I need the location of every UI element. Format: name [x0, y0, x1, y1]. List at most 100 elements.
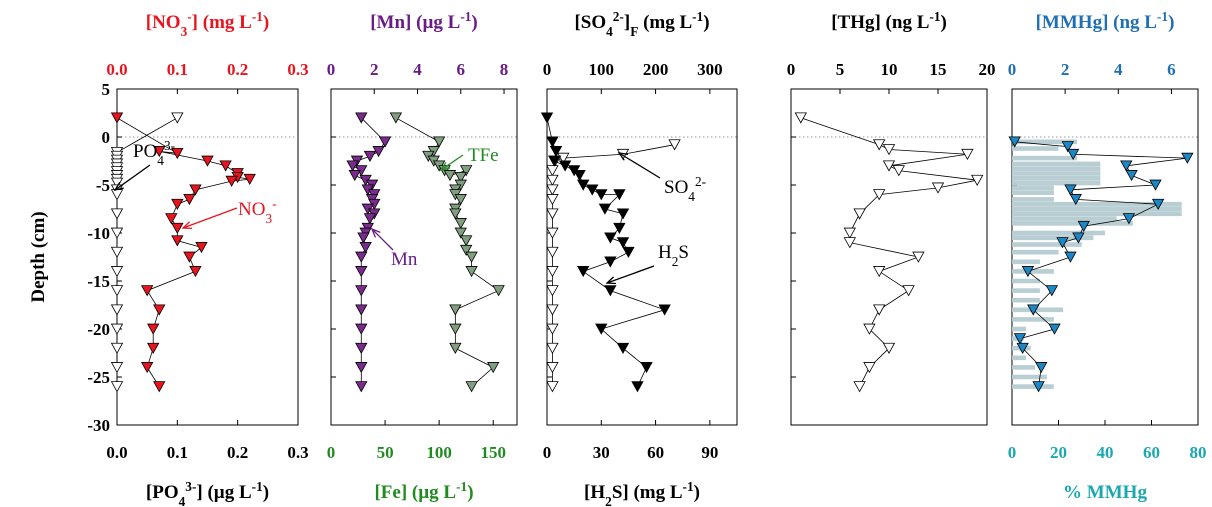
- bottom-tick-label: 60: [647, 443, 664, 462]
- data-point-mn: [355, 323, 368, 335]
- bottom-axis-title-part: 3-: [185, 479, 196, 494]
- top-axis-title-part: [Mn] (µg L: [370, 12, 460, 33]
- panel-5: [1011, 88, 1199, 426]
- data-point-so42-: [546, 323, 559, 335]
- data-point-so42-: [557, 152, 570, 164]
- bottom-axis-title-part: S] (mg L: [612, 482, 683, 503]
- pct-mmhg-bar: [1012, 242, 1082, 247]
- data-point-no3-: [225, 175, 238, 187]
- data-point-mmhg: [1072, 232, 1085, 244]
- data-point-mmhg: [1120, 160, 1133, 172]
- bottom-axis-title-part: [H: [584, 482, 605, 503]
- data-point-tfe: [449, 304, 462, 316]
- y-tick-label: -5: [96, 176, 110, 195]
- data-point-mmhg: [1077, 220, 1090, 233]
- data-point-mmhg: [1125, 170, 1138, 182]
- top-tick-label: 2: [370, 60, 379, 79]
- top-axis-title-part: [MMHg] (ng L: [1036, 12, 1157, 33]
- annotation-mn: Mn: [391, 249, 418, 270]
- data-point-h2s: [613, 222, 626, 234]
- data-point-tfe: [492, 285, 505, 297]
- top-axis-title-part: -: [187, 9, 191, 24]
- annotation-mn-part: Mn: [391, 249, 418, 270]
- bottom-tick-label: 0: [327, 443, 336, 462]
- data-point-h2s: [631, 381, 644, 393]
- data-point-thg: [863, 362, 876, 374]
- top-tick-label: 4: [413, 60, 422, 79]
- data-point-mmhg: [1045, 285, 1059, 297]
- data-point-so42-: [546, 174, 559, 186]
- annotation-h2s: H2S: [658, 242, 689, 269]
- top-axis-title-part: 3: [181, 24, 188, 39]
- data-point-no3-: [153, 146, 166, 158]
- panel-3: [546, 88, 738, 426]
- y-tick-label: -25: [87, 368, 110, 387]
- data-point-thg: [882, 342, 896, 354]
- top-tick-label: 0: [787, 60, 796, 79]
- bottom-axis-title-part: % MMHg: [1063, 482, 1147, 503]
- data-point-no3-: [110, 112, 124, 124]
- top-axis-title-part: ): [471, 12, 477, 33]
- pct-mmhg-bar: [1012, 374, 1047, 380]
- top-tick-label: 2: [1061, 60, 1070, 79]
- data-point-no3-: [165, 213, 178, 225]
- data-point-thg: [902, 285, 915, 297]
- data-point-mmhg: [1056, 237, 1069, 249]
- top-axis-title: [MMHg] (ng L-1): [1036, 9, 1175, 34]
- data-point-h2s: [558, 160, 572, 172]
- pct-mmhg-bar: [1012, 139, 1078, 145]
- annotation-po4: PO43-: [133, 138, 175, 168]
- pct-mmhg-bar: [1012, 155, 1078, 161]
- data-point-thg: [882, 144, 896, 156]
- annotation-po4-part: PO: [133, 141, 157, 162]
- top-tick-label: 0.1: [167, 60, 188, 79]
- annotation-mn-arrowhead: [370, 227, 381, 238]
- top-axis-title: [THg] (ng L-1): [831, 9, 947, 34]
- data-point-no3-: [171, 147, 184, 160]
- pct-mmhg-bar: [1012, 365, 1036, 370]
- data-point-mmhg: [1032, 381, 1045, 393]
- pct-mmhg-bar: [1012, 288, 1040, 293]
- bottom-axis-title-part: -1: [456, 479, 467, 494]
- data-point-h2s: [586, 184, 599, 196]
- top-tick-label: 6: [457, 60, 466, 79]
- bottom-axis-title-part: ] (µg L: [196, 482, 251, 503]
- data-point-no3-: [243, 173, 256, 186]
- data-point-thg: [853, 208, 866, 220]
- top-axis-title-part: -1: [929, 9, 940, 24]
- pct-mmhg-bar: [1012, 166, 1101, 171]
- annotation-so4-part: 4: [688, 189, 695, 204]
- bottom-tick-label: 0: [543, 443, 552, 462]
- data-point-mmhg: [1151, 198, 1165, 210]
- data-point-mn: [355, 304, 368, 316]
- data-point-tfe: [432, 136, 446, 148]
- pct-mmhg-bar: [1012, 185, 1054, 191]
- data-point-h2s: [546, 136, 559, 148]
- data-point-thg: [873, 189, 886, 201]
- data-point-tfe: [487, 362, 500, 374]
- data-point-mmhg: [1069, 194, 1082, 206]
- data-point-no3-: [171, 198, 184, 210]
- data-point-mmhg: [1149, 179, 1162, 191]
- data-point-mn: [372, 146, 385, 158]
- data-point-no3-: [147, 342, 160, 354]
- data-point-no3-: [195, 242, 208, 254]
- data-point-tfe: [443, 170, 457, 182]
- top-tick-label: 20: [979, 60, 996, 79]
- data-point-thg: [961, 148, 974, 161]
- pct-mmhg-bar: [1012, 175, 1101, 181]
- bottom-axis-title: [Fe] (µg L-1): [374, 479, 473, 504]
- data-point-h2s: [616, 208, 630, 220]
- bottom-tick-label: 30: [593, 443, 610, 462]
- pct-mmhg-bar: [1012, 235, 1094, 241]
- bottom-axis-title: [PO43-] (µg L-1): [146, 479, 269, 507]
- panel-4: [790, 88, 988, 426]
- pct-mmhg-bar: [1012, 197, 1054, 202]
- pct-mmhg-bar: [1012, 317, 1054, 322]
- bottom-axis-title-part: [Fe] (µg L: [374, 482, 456, 503]
- data-point-no3-: [140, 285, 154, 297]
- data-point-mn: [355, 285, 368, 297]
- annotation-no3-part: -: [272, 196, 276, 211]
- pct-mmhg-bar: [1012, 201, 1182, 207]
